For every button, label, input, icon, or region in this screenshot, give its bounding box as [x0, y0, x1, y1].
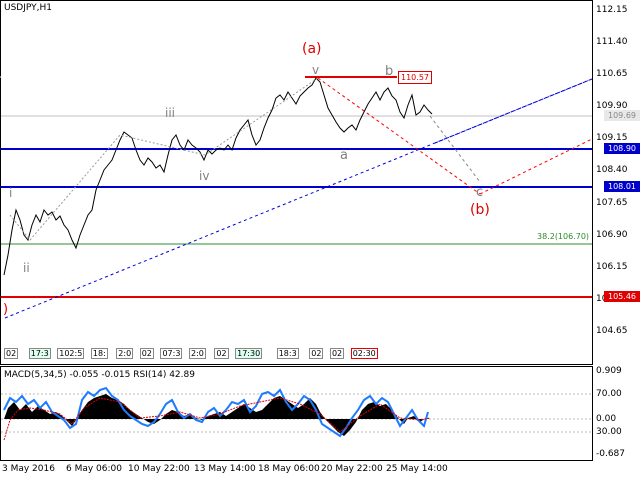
forecast-up-red [479, 138, 593, 195]
wave-label-i: i [9, 186, 13, 200]
price-tick: 107.65 [596, 198, 628, 208]
support-price-tag: 105.46 [604, 291, 640, 302]
blue-level-1-tag: 108.90 [604, 143, 640, 154]
wave-label-b: b [385, 64, 394, 79]
wave-label-a: a [340, 148, 348, 163]
session-label: 02:30 [350, 348, 378, 359]
indicator-panel-frame [0, 366, 593, 461]
date-tick: 10 May 22:00 [128, 464, 190, 474]
session-label: 18: [90, 348, 108, 359]
blue-level-2-tag: 108.01 [604, 181, 640, 192]
date-tick: 6 May 06:00 [66, 464, 122, 474]
price-tick: 109.90 [596, 101, 628, 111]
date-tick: 25 May 14:00 [386, 464, 448, 474]
price-tick: 110.65 [596, 69, 628, 79]
indicator-tick: -0.687 [596, 449, 626, 459]
wave-label-close-paren: ) [3, 302, 9, 317]
price-tick: 104.65 [596, 326, 628, 336]
wave-label-iii: iii [165, 106, 176, 120]
rsi-line [3, 386, 429, 438]
fib-label: 38.2(106.70) [537, 232, 590, 241]
date-tick: 13 May 14:00 [194, 464, 256, 474]
price-tick: 106.15 [596, 262, 628, 272]
indicator-title: MACD(5,34,5) -0.055 -0.015 RSI(14) 42.89 [4, 370, 195, 380]
trend-channel-blue [4, 78, 593, 319]
trend-channel-blue-ext [434, 78, 593, 144]
date-tick: 18 May 06:00 [258, 464, 320, 474]
session-label: 102:5 [57, 348, 85, 359]
indicator-tick: 0.909 [596, 366, 622, 376]
wave-label-iv: iv [199, 169, 210, 183]
session-label: 18:3 [276, 348, 299, 359]
date-tick: 3 May 2016 [2, 464, 55, 474]
price-tick: 111.40 [596, 37, 628, 47]
session-label: 02 [139, 348, 154, 359]
indicator-tick: 30.00 [596, 427, 622, 437]
session-label: 17:30 [235, 348, 263, 359]
session-labels-row: 02 17:3 102:5 18: 2:0 02 07:3 2:0 02 17:… [4, 348, 454, 360]
session-label: 2:0 [188, 348, 206, 359]
resistance-price-tag: 110.57 [398, 71, 432, 84]
price-tick: 106.90 [596, 230, 628, 240]
macd-signal-line [3, 397, 431, 441]
wave-label-v: v [312, 63, 320, 77]
indicator-tick: 0.00 [596, 414, 617, 424]
session-label: 02 [329, 348, 345, 359]
wave-label-b-paren: (b) [470, 202, 490, 218]
session-label: 2:0 [116, 348, 134, 359]
symbol-label: USDJPY,H1 [4, 3, 52, 13]
forecast-gray [429, 115, 481, 183]
forecast-down-red [317, 77, 481, 195]
session-label: 02 [4, 348, 19, 359]
wave-path-gray [9, 77, 319, 241]
session-label: 02 [309, 348, 324, 359]
current-price-tag: 109.69 [604, 110, 640, 121]
date-tick: 20 May 22:00 [321, 464, 383, 474]
session-label: 07:3 [160, 348, 183, 359]
price-series [3, 77, 433, 276]
session-label: 17:3 [28, 348, 51, 359]
price-tick: 109.15 [596, 133, 628, 143]
indicator-tick: 70.00 [596, 389, 622, 399]
session-label: 02 [214, 348, 229, 359]
main-panel-frame [0, 0, 593, 365]
price-tick: 108.40 [596, 165, 628, 175]
wave-label-ii: ii [23, 261, 30, 275]
wave-label-a-paren: (a) [302, 41, 322, 57]
price-tick: 112.15 [596, 5, 628, 15]
wave-label-c: c [476, 185, 484, 200]
